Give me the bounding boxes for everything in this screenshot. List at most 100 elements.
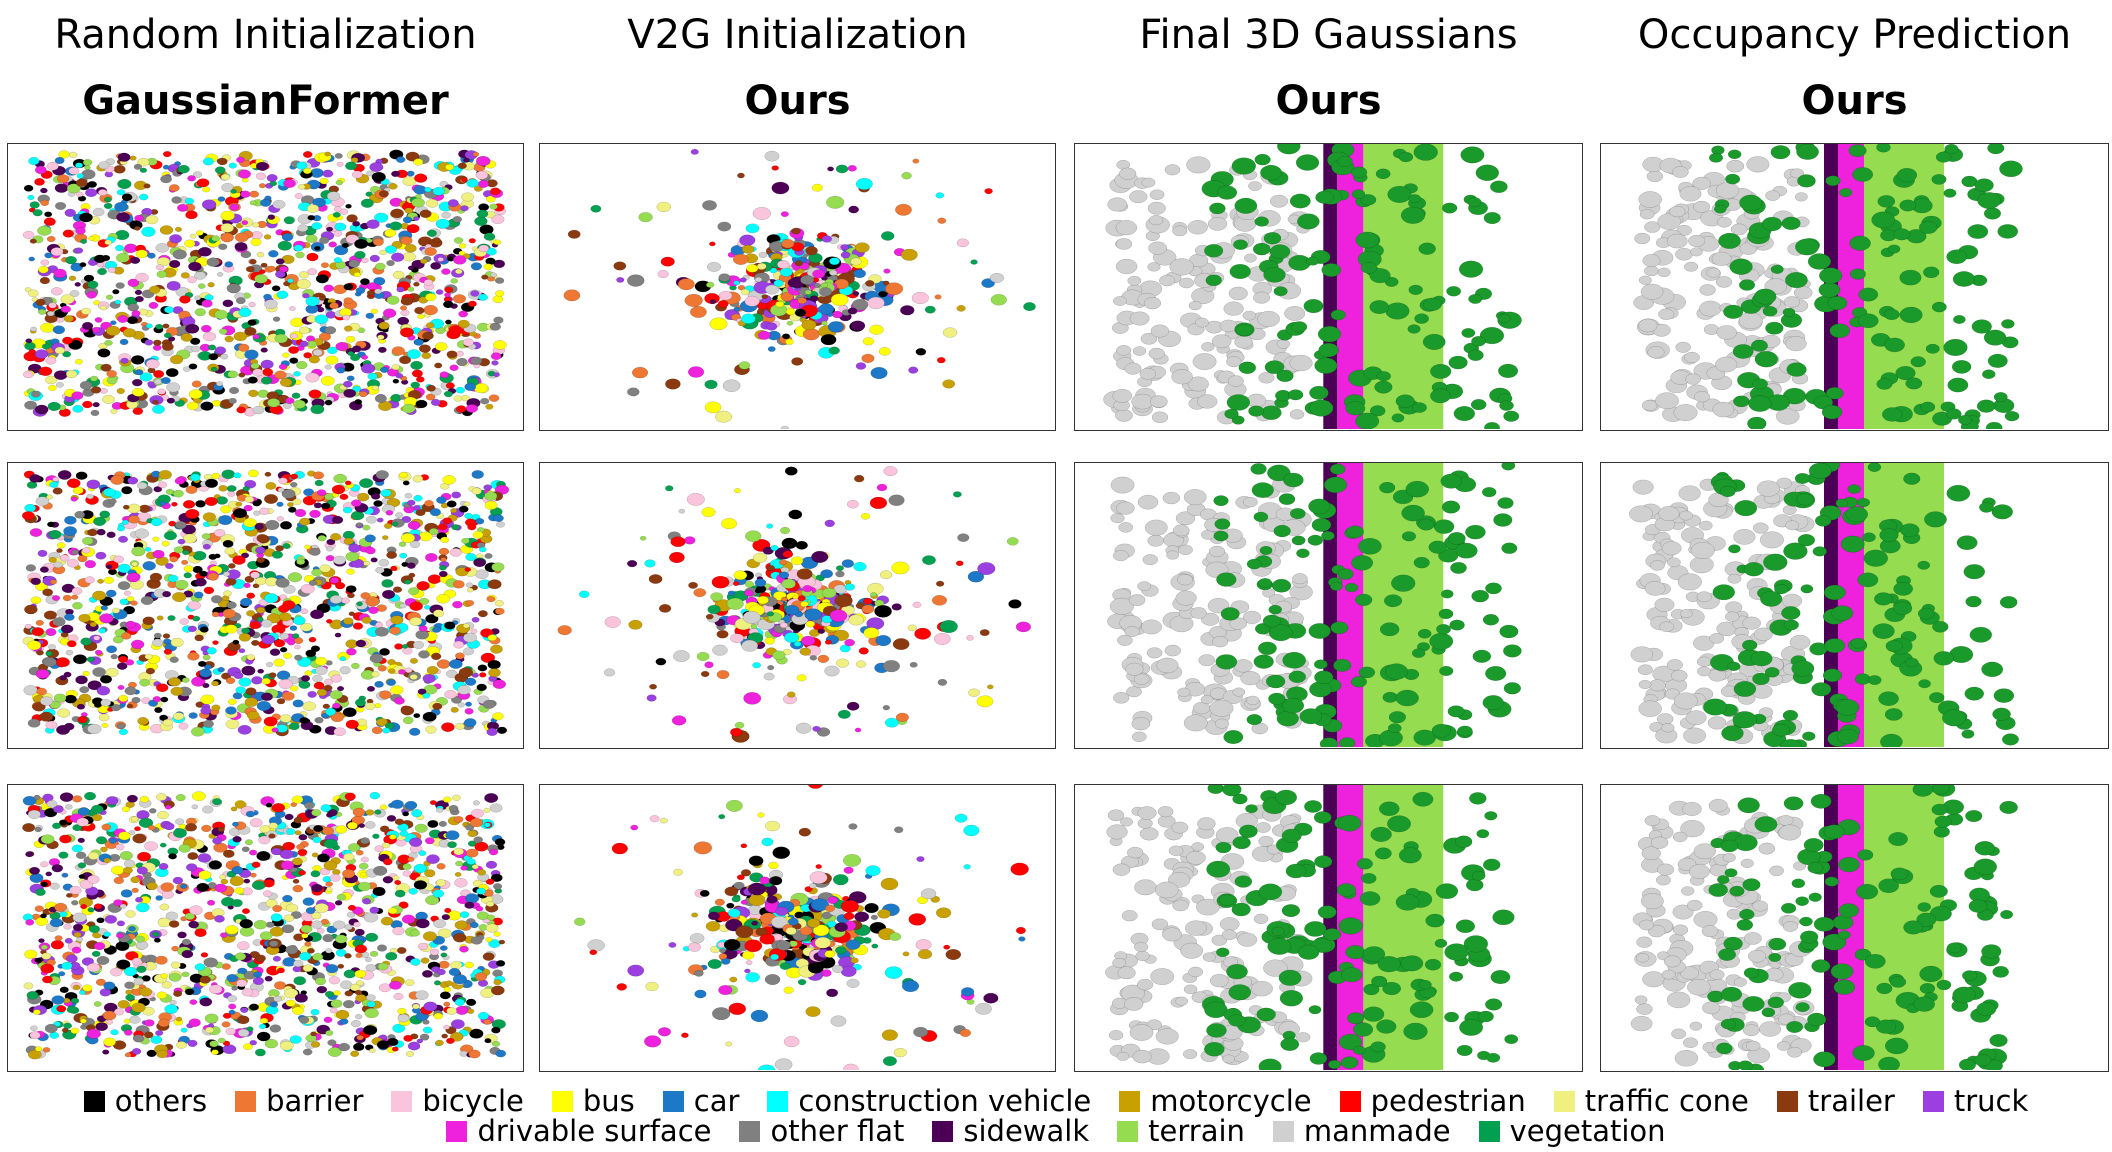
gaussian <box>1291 535 1306 546</box>
gaussian <box>134 295 144 303</box>
gaussian <box>348 259 360 268</box>
gaussian <box>1858 287 1879 302</box>
gaussian <box>339 666 351 675</box>
gaussian <box>159 714 169 721</box>
gaussian <box>1229 263 1251 280</box>
gaussian <box>711 575 730 589</box>
gaussian <box>263 234 272 240</box>
gaussian <box>1727 149 1742 160</box>
gaussian <box>892 638 910 651</box>
gaussian <box>313 681 325 690</box>
gaussian <box>218 514 233 526</box>
gaussian <box>66 559 79 568</box>
gaussian <box>260 619 273 628</box>
gaussian <box>1131 717 1151 731</box>
render-panel <box>539 462 1056 749</box>
gaussian <box>1242 310 1257 321</box>
gaussian <box>1811 682 1832 697</box>
gaussian <box>1969 626 1993 643</box>
gaussian <box>129 256 141 265</box>
gaussian <box>1269 194 1289 208</box>
gaussian <box>409 601 423 612</box>
gaussian <box>302 293 310 299</box>
gaussian <box>1825 386 1844 400</box>
gaussian <box>1200 612 1220 626</box>
gaussian <box>1683 727 1707 744</box>
gaussian <box>28 349 37 355</box>
gaussian <box>475 170 489 180</box>
gaussian <box>300 622 313 632</box>
gaussian <box>49 481 59 488</box>
gaussian <box>220 353 229 360</box>
gaussian <box>122 328 136 338</box>
gaussian <box>63 722 75 731</box>
gaussian <box>232 555 246 565</box>
gaussian <box>188 261 202 272</box>
gaussian <box>135 272 149 283</box>
gaussian <box>261 677 271 685</box>
gaussian <box>1351 189 1366 200</box>
gaussian <box>1360 194 1377 206</box>
gaussian <box>603 668 616 677</box>
gaussian <box>407 265 415 271</box>
gaussian <box>1307 534 1324 546</box>
gaussian <box>336 367 346 374</box>
gaussian <box>39 711 54 722</box>
gaussian <box>99 613 114 624</box>
gaussian <box>492 712 504 721</box>
gaussian <box>321 502 331 510</box>
gaussian <box>773 279 784 287</box>
gaussian <box>444 286 454 293</box>
column-title: Random Initialization <box>54 12 477 58</box>
gaussian <box>1284 306 1306 321</box>
gaussian <box>578 590 590 599</box>
gaussian <box>97 268 107 276</box>
gaussian <box>1707 716 1727 730</box>
gaussian <box>841 559 854 568</box>
gaussian <box>1808 463 1832 479</box>
gaussian <box>156 615 164 621</box>
gaussian <box>1276 710 1299 727</box>
gaussian <box>95 551 107 560</box>
gaussian <box>294 193 303 199</box>
gaussian <box>1258 578 1273 588</box>
gaussian <box>306 252 319 262</box>
gaussian <box>784 632 800 643</box>
gaussian <box>449 547 462 557</box>
gaussian <box>1468 293 1483 304</box>
gaussian <box>1489 180 1508 194</box>
gaussian <box>351 499 362 507</box>
render-panel <box>1600 462 2109 749</box>
gaussian <box>863 627 880 639</box>
gaussian <box>1752 522 1769 534</box>
gaussian <box>794 308 807 317</box>
gaussian <box>754 578 767 587</box>
gaussian <box>113 555 124 564</box>
gaussian <box>656 201 672 213</box>
gaussian <box>229 386 240 395</box>
gaussian <box>1228 286 1248 301</box>
gaussian <box>182 500 196 509</box>
gaussian <box>53 268 67 279</box>
gaussian <box>781 537 798 550</box>
gaussian <box>1234 335 1253 349</box>
gaussian <box>1750 339 1768 352</box>
gaussian <box>730 727 743 737</box>
gaussian <box>31 390 41 398</box>
gaussian <box>418 625 428 632</box>
gaussian <box>160 696 169 703</box>
gaussian <box>236 406 246 414</box>
gaussian <box>75 178 88 188</box>
gaussian <box>330 533 342 541</box>
gaussian <box>1461 327 1476 338</box>
gaussian <box>404 667 413 674</box>
gaussian <box>254 577 267 586</box>
gaussian <box>1761 216 1783 232</box>
gaussian <box>229 203 240 211</box>
gaussian <box>217 667 225 673</box>
gaussian <box>1697 666 1712 677</box>
gaussian <box>852 291 860 296</box>
gaussian <box>850 320 866 331</box>
gaussian <box>824 639 832 645</box>
gaussian <box>365 596 380 607</box>
